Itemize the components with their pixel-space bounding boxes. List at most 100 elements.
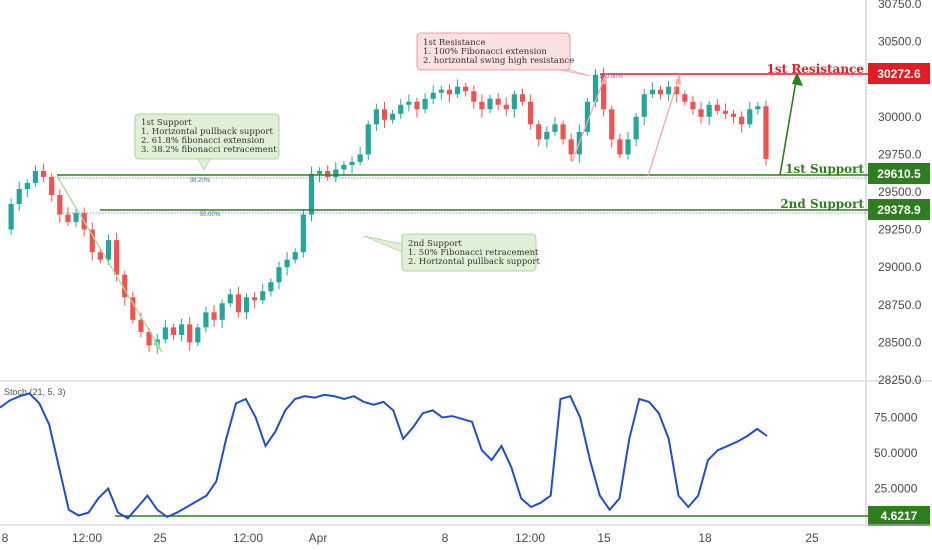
time-tick-5: 8	[442, 531, 449, 545]
candle-body	[390, 113, 396, 120]
resistance-tag-text: 30272.6	[877, 67, 921, 81]
candle-body	[325, 170, 331, 177]
candle-body	[243, 297, 250, 313]
support2-note-line3: 2. Horizontal pullback support	[408, 257, 540, 267]
time-tick-8: 18	[698, 531, 712, 545]
candle-body	[649, 89, 655, 95]
candle-body	[625, 139, 631, 155]
price-tick-0: 30750.0	[878, 0, 922, 11]
candle-body	[341, 164, 347, 170]
candle-body	[568, 139, 574, 155]
candle-body	[227, 294, 233, 304]
candle-body	[714, 104, 720, 111]
candle-body	[739, 116, 745, 125]
candle-body	[503, 104, 509, 110]
candle-body	[479, 101, 485, 110]
support1-note: 1st Support 1. Horizontal pullback suppo…	[134, 113, 280, 171]
time-tick-2: 25	[153, 531, 167, 545]
price-tick-5: 29500.0	[878, 185, 922, 199]
candle-body	[430, 92, 436, 99]
down-leg-head	[153, 341, 162, 352]
support1-note-line2: 1. Horizontal pullback support	[141, 127, 273, 137]
candle-body	[365, 124, 371, 155]
candle-body	[633, 116, 639, 140]
candle-body	[511, 94, 517, 110]
candle-body	[40, 170, 47, 177]
candle-body	[528, 101, 534, 125]
candle-body	[438, 89, 444, 93]
candle-body	[446, 89, 453, 95]
support1-label: 1st Support	[785, 162, 864, 176]
candle-body	[122, 274, 128, 298]
bull-arrow-head	[792, 72, 803, 86]
fib-50-label: 50.00%	[200, 212, 221, 218]
candle-body	[162, 327, 168, 340]
fib-100-label: 100.00%	[599, 74, 623, 80]
fib-38-label: 38.20%	[190, 178, 211, 184]
candle-body	[195, 327, 201, 343]
candle-body	[560, 124, 566, 140]
candle-body	[755, 106, 761, 110]
support2-tag-text: 29378.9	[877, 203, 921, 217]
candle-body	[187, 324, 193, 343]
candle-body	[463, 86, 469, 92]
candle-body	[592, 74, 599, 102]
price-tick-6: 29250.0	[878, 223, 922, 237]
resistance-label: 1st Resistance	[767, 62, 865, 76]
osc-axis-ticks: 75.0000 50.0000 25.0000	[874, 411, 918, 496]
candle-body	[454, 86, 461, 95]
candle-body	[219, 303, 225, 320]
candle-body	[406, 101, 412, 105]
candle-body	[57, 195, 63, 215]
price-tick-3: 30000.0	[878, 110, 922, 124]
candle-body	[763, 106, 769, 159]
candle-body	[8, 204, 14, 230]
candle-body	[316, 170, 323, 174]
candle-body	[49, 176, 55, 196]
candle-body	[601, 74, 607, 110]
resistance-note-line1: 1st Resistance	[423, 38, 486, 48]
candle-body	[690, 101, 696, 110]
candle-body	[584, 101, 591, 132]
time-tick-9: 25	[805, 531, 819, 545]
candle-body	[357, 154, 363, 162]
candle-body	[73, 213, 79, 223]
time-tick-6: 12:00	[515, 531, 545, 545]
time-tick-4: Apr	[309, 531, 328, 545]
price-candles	[8, 67, 769, 354]
candle-body	[414, 101, 420, 110]
candle-body	[665, 86, 672, 95]
candle-body	[105, 240, 112, 260]
candle-body	[544, 131, 550, 140]
resistance-tag	[868, 63, 930, 84]
candle-body	[146, 331, 152, 346]
ext-leg-1-head	[601, 74, 607, 85]
candle-body	[178, 324, 185, 335]
candle-body	[495, 98, 501, 105]
support2-tag	[868, 199, 930, 220]
candle-body	[89, 229, 95, 253]
support1-note-line4: 3. 38.2% fibonacci retracement	[141, 145, 277, 155]
support1-tag-text: 29610.5	[877, 167, 921, 181]
time-tick-3: 12:00	[233, 531, 263, 545]
candle-body	[657, 89, 664, 95]
candle-body	[487, 98, 493, 110]
support1-tag	[868, 163, 930, 184]
candle-body	[398, 104, 404, 114]
candle-body	[235, 294, 241, 313]
candle-body	[698, 109, 704, 117]
stoch-line	[0, 392, 768, 520]
osc-tick-0: 75.0000	[874, 411, 918, 425]
osc-tick-1: 50.0000	[874, 446, 918, 460]
candle-body	[422, 98, 428, 110]
support1-note-line1: 1st Support	[141, 118, 192, 128]
candle-body	[203, 312, 209, 328]
candle-body	[138, 319, 144, 332]
candle-body	[24, 182, 30, 189]
candle-body	[284, 259, 290, 268]
ext-leg-1	[571, 73, 607, 163]
candle-body	[641, 94, 647, 117]
main-panel: 30750.030500.030250.030000.029750.029500…	[0, 0, 932, 387]
ext-leg-2	[647, 73, 681, 177]
time-tick-1: 12:00	[72, 531, 102, 545]
